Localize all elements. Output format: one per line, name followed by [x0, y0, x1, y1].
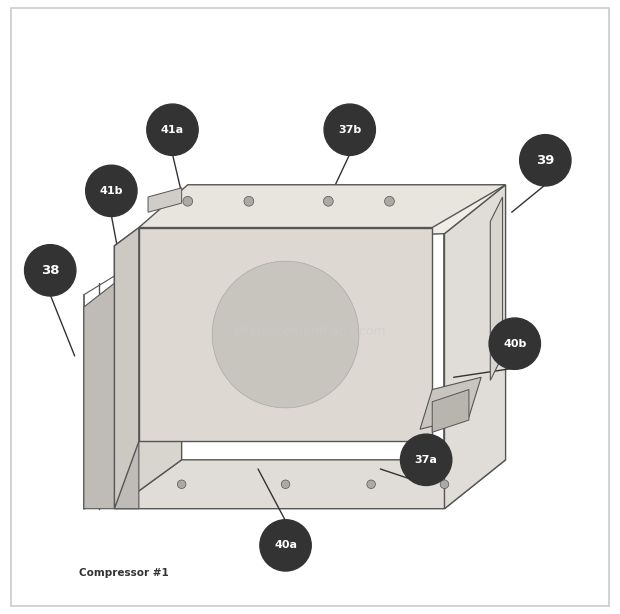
Circle shape: [520, 134, 571, 186]
Polygon shape: [445, 185, 505, 509]
Text: 37b: 37b: [338, 125, 361, 134]
Circle shape: [324, 196, 333, 206]
Text: 38: 38: [41, 264, 60, 277]
Polygon shape: [115, 460, 505, 509]
Text: 41a: 41a: [161, 125, 184, 134]
Text: 40b: 40b: [503, 339, 526, 349]
Circle shape: [281, 480, 290, 489]
Circle shape: [401, 434, 452, 486]
Circle shape: [324, 104, 375, 155]
Polygon shape: [148, 188, 182, 212]
Circle shape: [177, 480, 186, 489]
Text: 37a: 37a: [415, 455, 438, 465]
Circle shape: [384, 196, 394, 206]
Circle shape: [212, 261, 359, 408]
Polygon shape: [115, 228, 139, 509]
Circle shape: [183, 196, 193, 206]
Circle shape: [489, 318, 541, 370]
Polygon shape: [420, 377, 481, 429]
Text: 41b: 41b: [100, 186, 123, 196]
Circle shape: [440, 480, 449, 489]
Circle shape: [260, 519, 311, 571]
Text: Compressor #1: Compressor #1: [79, 568, 169, 578]
Text: eReplacementParts.com: eReplacementParts.com: [234, 325, 386, 338]
Polygon shape: [139, 185, 505, 228]
Text: 39: 39: [536, 154, 554, 167]
Polygon shape: [490, 197, 503, 380]
Polygon shape: [115, 185, 505, 246]
Polygon shape: [84, 264, 139, 509]
Circle shape: [25, 244, 76, 296]
Polygon shape: [139, 228, 432, 441]
Circle shape: [367, 480, 375, 489]
Circle shape: [244, 196, 254, 206]
Circle shape: [86, 165, 137, 217]
Polygon shape: [115, 197, 182, 509]
Polygon shape: [432, 389, 469, 432]
Circle shape: [147, 104, 198, 155]
Text: 40a: 40a: [274, 540, 297, 550]
